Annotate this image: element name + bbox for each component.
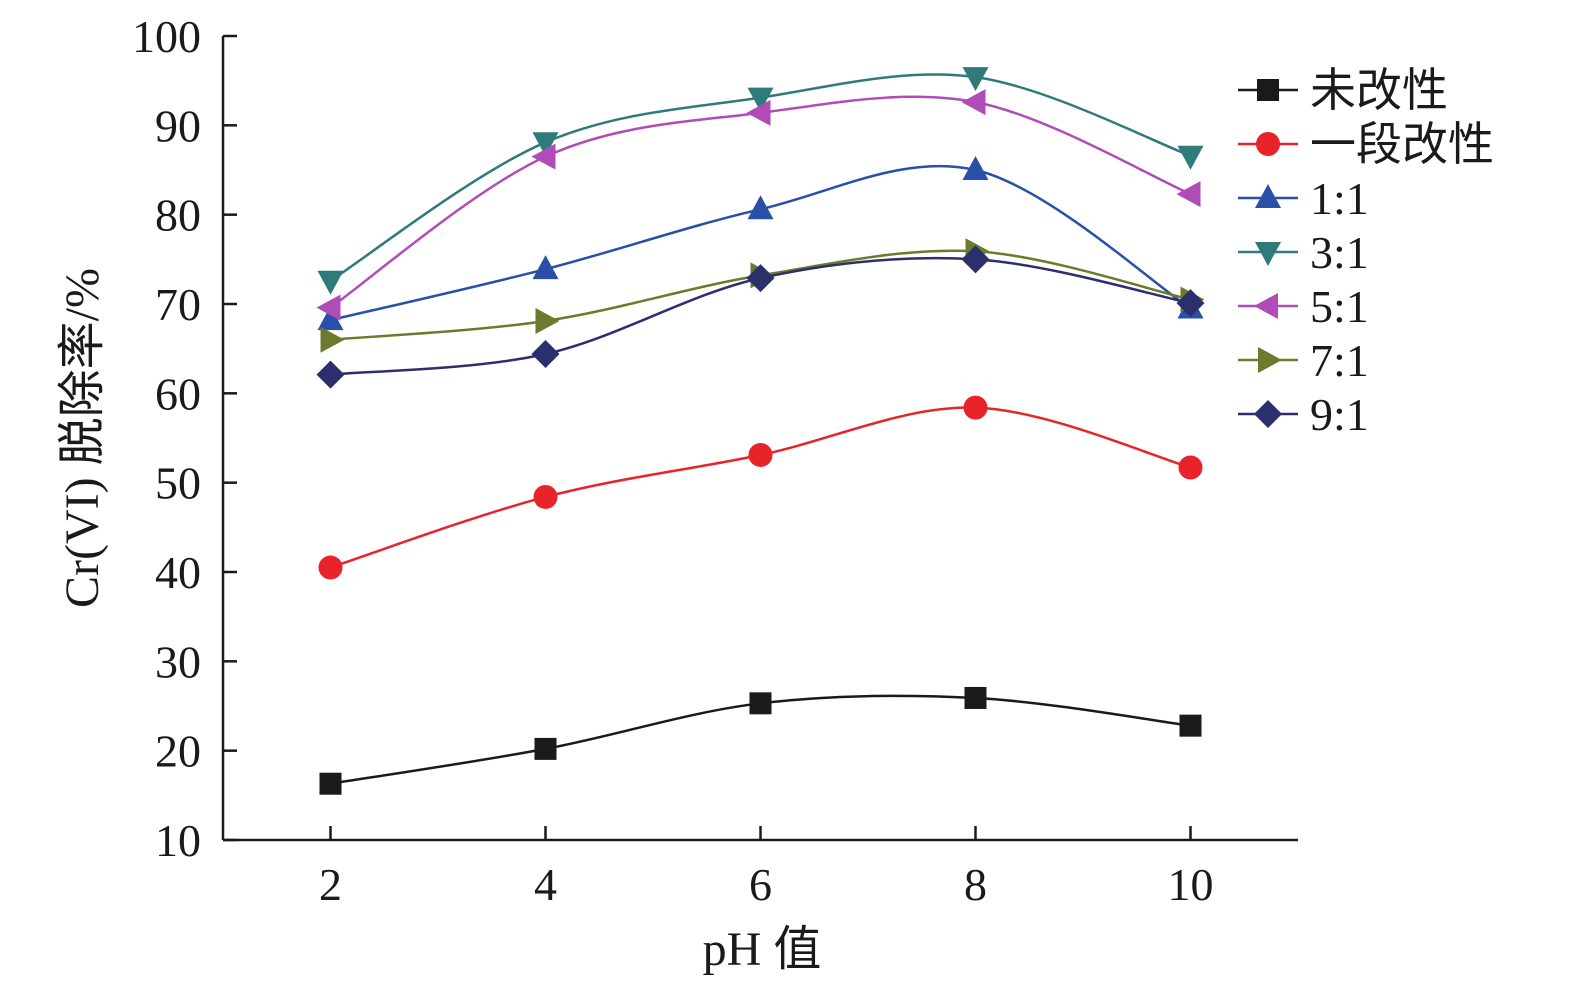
legend-item: 9:1: [1238, 389, 1369, 440]
data-point: [962, 156, 989, 180]
data-point: [316, 294, 341, 321]
y-tick-label: 60: [155, 368, 201, 419]
data-point: [747, 87, 774, 112]
x-axis-ticks: 2 4 6 8 10: [319, 826, 1214, 910]
x-axis-title: pH 值: [703, 923, 822, 976]
legend-label: 1:1: [1310, 173, 1369, 224]
legend-label: 5:1: [1310, 281, 1369, 332]
data-point: [962, 67, 989, 92]
data-point: [317, 270, 344, 295]
series-2: [317, 156, 1204, 331]
y-tick-label: 80: [155, 190, 201, 241]
data-point: [746, 264, 775, 293]
series-4: [316, 89, 1201, 321]
x-tick-label: 4: [534, 859, 557, 910]
series-line: [330, 406, 1191, 569]
legend-marker: [1254, 400, 1282, 428]
data-point: [1176, 181, 1201, 208]
data-point: [1177, 145, 1204, 170]
data-point: [963, 395, 988, 420]
legend-label: 3:1: [1310, 227, 1369, 278]
data-point: [320, 326, 345, 353]
data-point: [531, 340, 560, 369]
legend-item: 3:1: [1238, 227, 1369, 278]
legend-item: 7:1: [1238, 335, 1369, 386]
legend-marker: [1257, 79, 1279, 101]
data-point: [749, 692, 772, 715]
y-axis-ticks: 10 20 30 40 50 60 70 80 90 100: [132, 11, 237, 866]
data-point: [532, 132, 559, 157]
series-5: [320, 238, 1205, 353]
data-point: [747, 195, 774, 220]
data-point: [535, 307, 560, 334]
x-tick-label: 8: [964, 859, 987, 910]
data-point: [319, 772, 342, 795]
data-point: [533, 484, 558, 509]
legend-item: 5:1: [1238, 281, 1369, 332]
x-tick-label: 10: [1168, 859, 1214, 910]
data-point: [961, 89, 986, 116]
legend-marker: [1256, 132, 1280, 156]
y-tick-label: 20: [155, 726, 201, 777]
legend-item: 一段改性: [1238, 119, 1494, 170]
legend-label: 7:1: [1310, 335, 1369, 386]
legend-marker: [1255, 242, 1281, 266]
y-tick-label: 100: [132, 11, 201, 62]
legend-label: 未改性: [1310, 65, 1448, 116]
y-tick-label: 30: [155, 636, 201, 687]
y-axis-title: Cr(VI) 脱除率/%: [56, 268, 109, 608]
data-point: [534, 737, 557, 760]
series-3: [317, 67, 1204, 295]
data-point: [317, 306, 344, 331]
data-point: [532, 255, 559, 280]
legend-item: 未改性: [1238, 65, 1448, 116]
legend-item: 1:1: [1238, 173, 1369, 224]
data-point: [748, 442, 773, 467]
y-tick-label: 70: [155, 279, 201, 330]
x-tick-label: 6: [749, 859, 772, 910]
legend-marker: [1255, 184, 1281, 208]
data-point: [531, 143, 556, 170]
legend-marker: [1254, 293, 1278, 319]
legend-label: 一段改性: [1310, 119, 1494, 170]
data-point: [964, 686, 987, 709]
series-1: [318, 395, 1203, 580]
data-point: [1179, 714, 1202, 737]
series-6: [316, 245, 1205, 389]
data-point: [318, 555, 343, 580]
y-tick-label: 90: [155, 100, 201, 151]
data-point: [961, 245, 990, 274]
y-tick-label: 40: [155, 547, 201, 598]
y-tick-label: 10: [155, 815, 201, 866]
series-line: [330, 164, 1192, 322]
series-line: [330, 249, 1191, 341]
plot-area: [316, 67, 1205, 795]
y-tick-label: 50: [155, 458, 201, 509]
data-point: [746, 99, 771, 126]
series-0: [319, 686, 1202, 795]
legend-marker: [1258, 347, 1282, 373]
legend-label: 9:1: [1310, 389, 1369, 440]
axes: [221, 36, 1298, 842]
x-tick-label: 2: [319, 859, 342, 910]
data-point: [1176, 289, 1205, 318]
data-point: [1178, 455, 1203, 480]
data-point: [316, 360, 345, 389]
